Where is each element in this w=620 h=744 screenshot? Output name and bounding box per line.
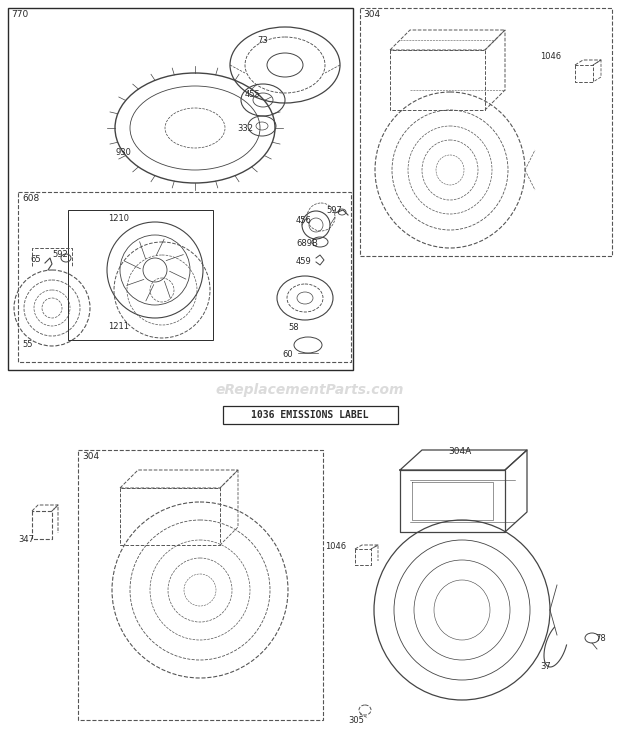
Text: 60: 60	[282, 350, 293, 359]
Text: 347: 347	[18, 535, 34, 544]
Text: 37: 37	[540, 662, 551, 671]
Bar	[8, 8, 353, 370]
Bar	[18, 192, 351, 362]
Text: 597: 597	[326, 206, 342, 215]
Text: eReplacementParts.com: eReplacementParts.com	[216, 383, 404, 397]
Text: 689B: 689B	[296, 239, 318, 248]
Text: 1210: 1210	[108, 214, 129, 223]
Bar	[78, 450, 323, 720]
Text: 608: 608	[22, 194, 39, 203]
Text: 304: 304	[82, 452, 99, 461]
Text: 305: 305	[348, 716, 364, 725]
Text: 1036 EMISSIONS LABEL: 1036 EMISSIONS LABEL	[251, 410, 369, 420]
Text: 770: 770	[11, 10, 29, 19]
Text: 455: 455	[245, 90, 261, 99]
Bar	[68, 210, 213, 340]
Text: 1046: 1046	[540, 52, 561, 61]
Bar	[223, 406, 397, 424]
Text: 332: 332	[237, 124, 253, 133]
Text: 73: 73	[257, 36, 268, 45]
Text: 78: 78	[595, 634, 606, 643]
Text: 459: 459	[296, 257, 312, 266]
Text: 58: 58	[288, 323, 299, 332]
Text: 456: 456	[296, 216, 312, 225]
Text: 930: 930	[115, 148, 131, 157]
Text: 592: 592	[52, 250, 68, 259]
Text: 1046: 1046	[325, 542, 346, 551]
Bar	[360, 8, 612, 256]
Text: 304: 304	[363, 10, 380, 19]
Text: 55: 55	[22, 340, 32, 349]
Text: 304A: 304A	[448, 447, 471, 456]
Text: 65: 65	[30, 255, 41, 264]
Text: 1211: 1211	[108, 322, 129, 331]
